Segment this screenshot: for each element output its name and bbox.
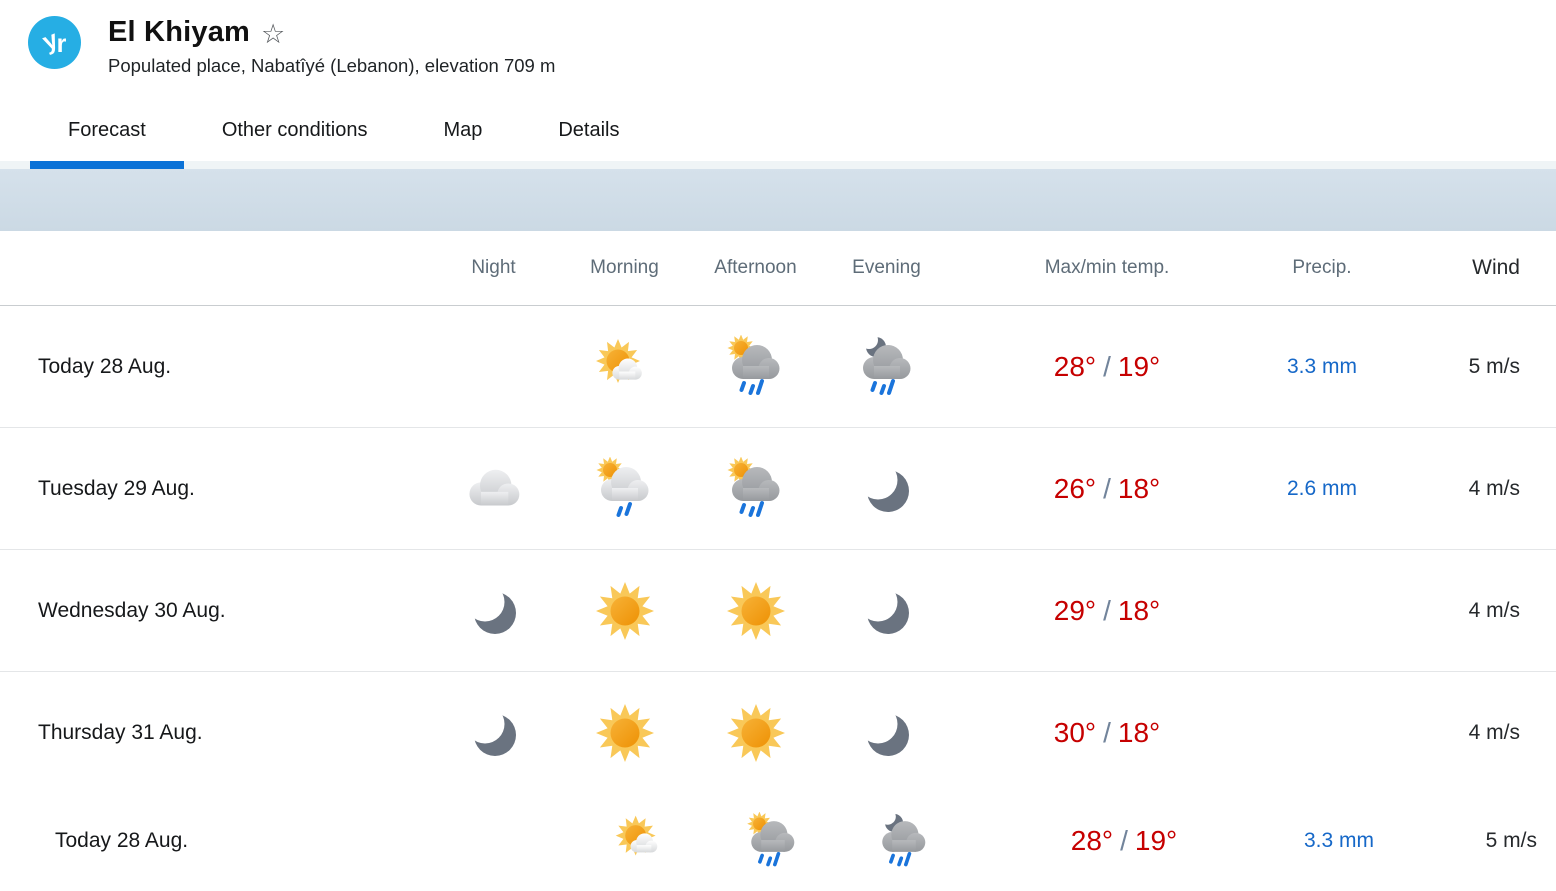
column-wind: Wind bbox=[1472, 256, 1520, 279]
afternoon-weather-icon-clear-day bbox=[690, 579, 821, 643]
night-weather-icon-clear-night bbox=[428, 579, 559, 643]
min-temp: 18° bbox=[1117, 472, 1161, 504]
header-band bbox=[0, 169, 1556, 231]
max-temp: 26° bbox=[1053, 472, 1097, 504]
column-max-min-temp: Max/min temp. bbox=[1044, 257, 1170, 278]
max-min-temp: 26°/18° bbox=[952, 473, 1262, 505]
tab-details[interactable]: Details bbox=[558, 119, 620, 141]
evening-weather-icon-clear-night bbox=[821, 457, 952, 521]
column-evening: Evening bbox=[852, 257, 921, 278]
forecast-day-row[interactable]: Wednesday 30 Aug. 29°/18° 4 m/s bbox=[0, 550, 1556, 672]
day-label: Thursday 31 Aug. bbox=[38, 720, 203, 744]
column-morning: Morning bbox=[590, 257, 659, 278]
evening-weather-icon-rain-showers-night bbox=[821, 335, 952, 399]
temp-separator: / bbox=[1103, 716, 1111, 748]
evening-weather-icon-clear-night bbox=[821, 579, 952, 643]
max-min-temp: 28°/19° bbox=[952, 351, 1262, 383]
max-min-temp: 29°/18° bbox=[952, 595, 1262, 627]
max-min-temp: 30°/18° bbox=[952, 717, 1262, 749]
precipitation-value: 2.6 mm bbox=[1286, 476, 1357, 500]
precipitation-value: 3.3 mm bbox=[1286, 354, 1357, 378]
column-afternoon: Afternoon bbox=[714, 257, 797, 278]
evening-weather-icon-rain-showers-night bbox=[838, 812, 969, 870]
forecast-day-row[interactable]: Thursday 31 Aug. 30°/18° 4 m/s bbox=[0, 672, 1556, 794]
location-subtitle: Populated place, Nabatîyé (Lebanon), ele… bbox=[108, 55, 556, 76]
day-label: Wednesday 30 Aug. bbox=[38, 598, 226, 622]
max-temp: 28° bbox=[1053, 350, 1097, 382]
min-temp: 19° bbox=[1117, 350, 1161, 382]
morning-weather-icon-clear-day bbox=[559, 579, 690, 643]
max-temp: 28° bbox=[1070, 824, 1114, 856]
night-weather-icon-cloudy bbox=[428, 457, 559, 521]
temp-separator: / bbox=[1103, 472, 1111, 504]
page-title: El Khiyam bbox=[108, 16, 251, 48]
morning-weather-icon-fair-day bbox=[559, 335, 690, 399]
max-temp: 30° bbox=[1053, 716, 1097, 748]
temp-separator: / bbox=[1103, 594, 1111, 626]
forecast-table-header: Night Morning Afternoon Evening Max/min … bbox=[0, 231, 1556, 306]
precipitation-value: 3.3 mm bbox=[1303, 828, 1374, 852]
day-label: Today 28 Aug. bbox=[55, 828, 189, 852]
afternoon-weather-icon-rain-showers-day bbox=[690, 334, 821, 399]
day-label: Today 28 Aug. bbox=[38, 354, 172, 378]
tab-other-conditions[interactable]: Other conditions bbox=[221, 119, 368, 141]
tab-map[interactable]: Map bbox=[443, 119, 483, 141]
morning-weather-icon-clear-day bbox=[559, 701, 690, 765]
column-night: Night bbox=[471, 257, 516, 278]
min-temp: 19° bbox=[1134, 824, 1178, 856]
min-temp: 18° bbox=[1117, 716, 1161, 748]
max-min-temp: 28°/19° bbox=[969, 825, 1279, 857]
day-label: Tuesday 29 Aug. bbox=[38, 476, 195, 500]
afternoon-weather-icon-rain-showers-day bbox=[690, 456, 821, 521]
morning-weather-icon-fair-day bbox=[576, 812, 707, 870]
temp-separator: / bbox=[1103, 350, 1111, 382]
afternoon-weather-icon-clear-day bbox=[690, 701, 821, 765]
wind-value: 4 m/s bbox=[1468, 476, 1520, 500]
forecast-rows: Today 28 Aug. 28°/19° 3.3 mm 5 m/s Tuesday 2… bbox=[0, 306, 1556, 794]
wind-value: 4 m/s bbox=[1468, 598, 1520, 622]
forecast-day-row[interactable]: Tuesday 29 Aug. 26°/18° 2.6 mm 4 m/s bbox=[0, 428, 1556, 550]
favorite-star-icon[interactable]: ☆ bbox=[261, 18, 286, 49]
sticky-today-row[interactable]: Today 28 Aug. 28°/19° 3.3 mm 5 m/s bbox=[0, 790, 1556, 891]
wind-value: 5 m/s bbox=[1485, 828, 1537, 852]
min-temp: 18° bbox=[1117, 594, 1161, 626]
night-weather-icon-clear-night bbox=[428, 701, 559, 765]
forecast-day-row[interactable]: Today 28 Aug. 28°/19° 3.3 mm 5 m/s bbox=[0, 306, 1556, 428]
wind-value: 4 m/s bbox=[1468, 720, 1520, 744]
morning-weather-icon-light-rain-showers-day bbox=[559, 456, 690, 521]
afternoon-weather-icon-rain-showers-day bbox=[707, 811, 838, 870]
tab-forecast[interactable]: Forecast bbox=[30, 99, 184, 169]
max-temp: 29° bbox=[1053, 594, 1097, 626]
wind-value: 5 m/s bbox=[1468, 354, 1520, 378]
column-precip: Precip. bbox=[1292, 257, 1352, 278]
temp-separator: / bbox=[1120, 824, 1128, 856]
tab-bar: Forecast Other conditions Map Details bbox=[0, 99, 1556, 169]
evening-weather-icon-clear-night bbox=[821, 701, 952, 765]
